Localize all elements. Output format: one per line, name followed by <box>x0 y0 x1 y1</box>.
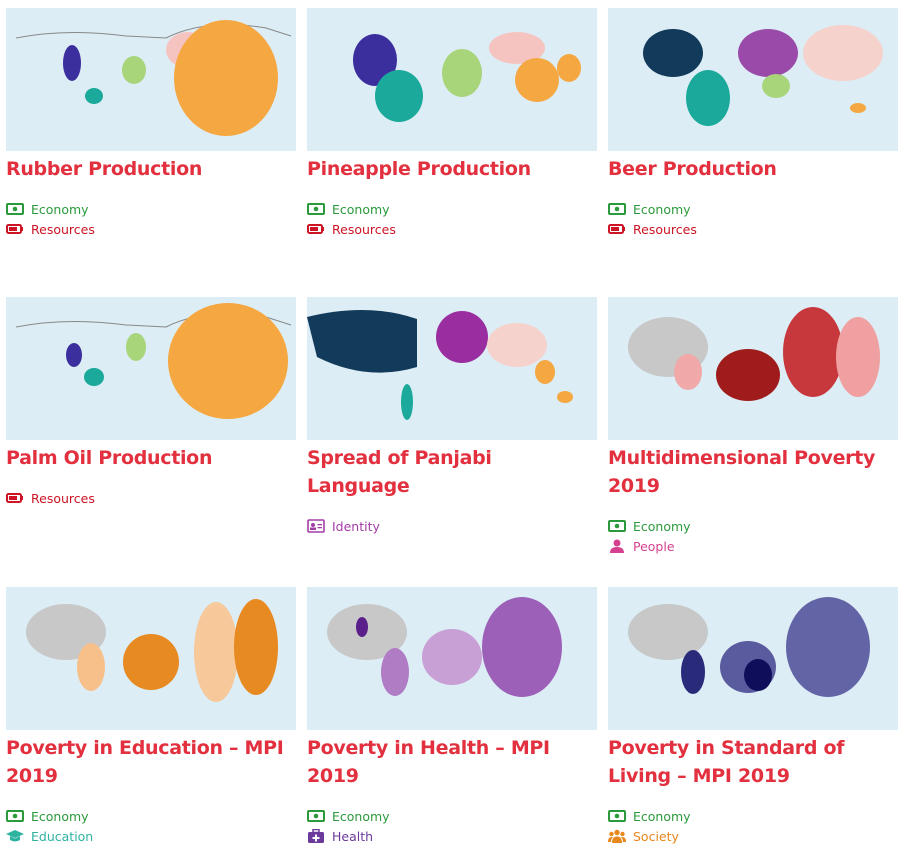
map-image[interactable] <box>307 587 597 730</box>
card-title[interactable]: Pineapple Production <box>307 158 531 180</box>
tag-label[interactable]: Economy <box>633 808 691 824</box>
tag-label[interactable]: Society <box>633 828 679 844</box>
map-image[interactable] <box>6 8 296 151</box>
tag-label[interactable]: Economy <box>332 201 390 217</box>
tag-label[interactable]: Economy <box>633 518 691 534</box>
tag[interactable]: Economy <box>6 806 296 826</box>
tag[interactable]: Resources <box>307 219 597 239</box>
map-card[interactable]: Multidimensional Poverty 2019 Economy Pe… <box>608 297 898 556</box>
tag[interactable]: Society <box>608 826 898 846</box>
tag[interactable]: Resources <box>608 219 898 239</box>
tag-label[interactable]: Resources <box>633 221 697 237</box>
map-card[interactable]: Beer Production Economy Resources <box>608 8 898 239</box>
tag-label[interactable]: Identity <box>332 518 380 534</box>
tag[interactable]: Economy <box>307 806 597 826</box>
tag-label[interactable]: Resources <box>31 490 95 506</box>
tag[interactable]: Resources <box>6 219 296 239</box>
map-image[interactable] <box>6 587 296 730</box>
tag-label[interactable]: Economy <box>31 201 89 217</box>
tag-label[interactable]: Economy <box>31 808 89 824</box>
card-title[interactable]: Palm Oil Production <box>6 447 213 469</box>
map-card[interactable]: Palm Oil Production Resources <box>6 297 296 508</box>
tag[interactable]: Economy <box>307 199 597 219</box>
map-card[interactable]: Pineapple Production Economy Resources <box>307 8 597 239</box>
tag[interactable]: Identity <box>307 516 597 536</box>
tag-label[interactable]: Economy <box>332 808 390 824</box>
tag[interactable]: Economy <box>608 516 898 536</box>
tag[interactable]: Resources <box>6 488 296 508</box>
tag-label[interactable]: People <box>633 538 675 554</box>
map-card[interactable]: Rubber Production Economy Resources <box>6 8 296 239</box>
card-title[interactable]: Beer Production <box>608 158 777 180</box>
map-card[interactable]: Poverty in Health – MPI 2019 Economy Hea… <box>307 587 597 846</box>
tag[interactable]: Economy <box>608 806 898 826</box>
map-card[interactable]: Poverty in Standard of Living – MPI 2019… <box>608 587 898 846</box>
tag-label[interactable]: Resources <box>332 221 396 237</box>
tag[interactable]: Education <box>6 826 296 846</box>
card-title[interactable]: Poverty in Health – MPI 2019 <box>307 737 550 787</box>
card-title[interactable]: Multidimensional Poverty 2019 <box>608 447 876 497</box>
card-title[interactable]: Poverty in Standard of Living – MPI 2019 <box>608 737 845 787</box>
tag[interactable]: People <box>608 536 898 556</box>
tag[interactable]: Economy <box>608 199 898 219</box>
tag-label[interactable]: Resources <box>31 221 95 237</box>
tag[interactable]: Economy <box>6 199 296 219</box>
card-title[interactable]: Poverty in Education – MPI 2019 <box>6 737 284 787</box>
map-card[interactable]: Spread of Panjabi Language Identity <box>307 297 597 536</box>
card-title[interactable]: Rubber Production <box>6 158 203 180</box>
tag[interactable]: Health <box>307 826 597 846</box>
map-image[interactable] <box>6 297 296 440</box>
tag-label[interactable]: Health <box>332 828 374 844</box>
map-image[interactable] <box>608 8 898 151</box>
card-title[interactable]: Spread of Panjabi Language <box>307 447 492 497</box>
map-image[interactable] <box>608 587 898 730</box>
map-image[interactable] <box>307 297 597 440</box>
tag-label[interactable]: Education <box>31 828 94 844</box>
tag-label[interactable]: Economy <box>633 201 691 217</box>
map-card[interactable]: Poverty in Education – MPI 2019 Economy … <box>6 587 296 846</box>
map-image[interactable] <box>307 8 597 151</box>
map-image[interactable] <box>608 297 898 440</box>
